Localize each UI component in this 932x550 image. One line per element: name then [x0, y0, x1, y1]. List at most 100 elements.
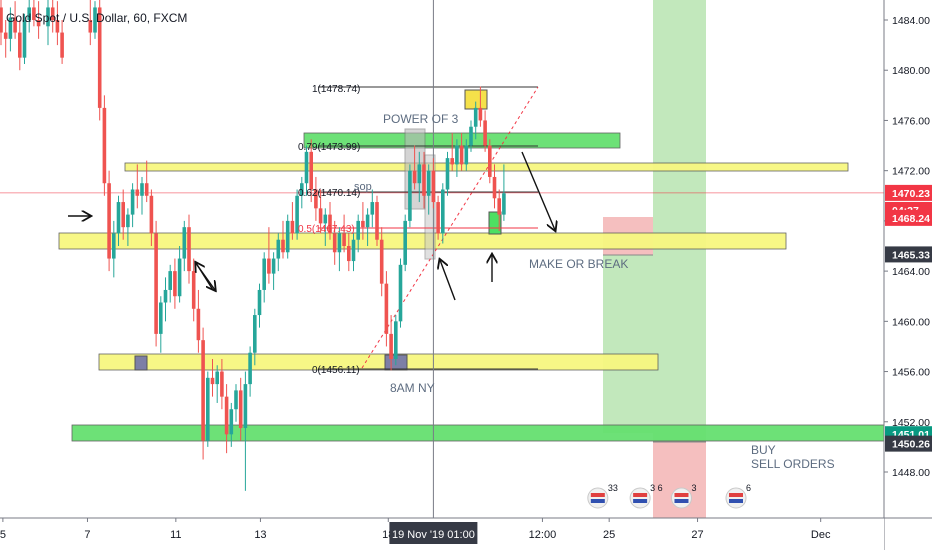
event-count: 33	[608, 483, 618, 493]
crosshair-time-label: 19 Nov '19 01:00	[392, 529, 475, 541]
candle-body	[426, 170, 431, 196]
candle-body	[365, 214, 370, 228]
candle-body	[445, 158, 450, 190]
candle-body	[488, 145, 492, 177]
economic-event-icon: 6	[725, 483, 751, 509]
candle-body	[121, 202, 125, 228]
fib-0-label: 0(1456.11)	[312, 365, 360, 376]
time-tick-label: 12:00	[529, 529, 557, 541]
buy-label: BUY	[751, 443, 776, 457]
time-tick-label: 5	[0, 529, 6, 541]
candle-body	[412, 170, 417, 184]
price-axis-background	[884, 0, 932, 550]
power-of-3-label: POWER OF 3	[383, 112, 459, 126]
price-label-text: 1468.24	[892, 213, 930, 225]
flag-icon	[587, 487, 609, 509]
candle-body	[126, 214, 130, 228]
symbol-title: Gold Spot / U.S. Dollar, 60, FXCM	[6, 11, 187, 25]
price-label-badge	[885, 209, 932, 226]
price-label-text: 1470.23	[892, 188, 930, 200]
candle-body	[323, 214, 328, 224]
candle-body	[159, 302, 163, 334]
candle-body	[215, 371, 219, 385]
candle-body	[384, 283, 389, 334]
candle-body	[168, 271, 172, 290]
candle-body	[318, 208, 323, 224]
candle-body	[328, 214, 332, 234]
candle-body	[196, 308, 201, 341]
buy-sell-orders-zone	[71, 424, 932, 442]
time-tick-label: 13	[254, 529, 266, 541]
candle-body	[497, 198, 501, 215]
candle-body	[229, 409, 234, 435]
candle-body	[431, 170, 436, 203]
candle-body	[267, 258, 271, 274]
flag-stripe	[633, 493, 648, 497]
candle-body	[314, 189, 318, 209]
candle-body	[3, 32, 8, 39]
candle-body	[144, 183, 149, 196]
candle-body	[149, 195, 154, 234]
candle-body	[0, 7, 3, 33]
arrow-up-1	[440, 260, 456, 301]
candle-body	[417, 164, 422, 184]
candle-body	[379, 239, 384, 284]
price-label-text: 1465.33	[892, 249, 930, 261]
candle-body	[187, 227, 191, 272]
candle-body	[370, 202, 375, 215]
profit-zone-left	[603, 255, 653, 433]
price-tick-label: 1472.00	[892, 166, 930, 178]
resistance-zone	[124, 162, 849, 172]
fib-1-label: 1(1478.74)	[312, 84, 360, 95]
candle-body	[173, 271, 177, 297]
price-label-badge	[885, 246, 932, 263]
make-or-break-label: MAKE OR BREAK	[529, 257, 628, 271]
flag-icon	[725, 487, 747, 509]
price-label-badge	[885, 435, 932, 452]
candle-body	[18, 32, 22, 58]
candle-body	[276, 239, 281, 259]
candle-body	[27, 7, 31, 20]
time-tick-label: 11	[170, 529, 181, 541]
candle-body	[361, 220, 365, 228]
candle-body	[182, 227, 187, 259]
time-tick-label: 25	[603, 529, 615, 541]
origin-box	[134, 355, 148, 371]
arrow-down-right-2	[521, 151, 555, 230]
flag-icon	[629, 487, 651, 509]
candle-body	[154, 233, 158, 334]
candle-body	[450, 158, 454, 165]
price-label-badge	[885, 184, 932, 201]
candle-body	[253, 315, 257, 353]
flag-stripe-blue	[590, 499, 605, 503]
candle-body	[422, 164, 426, 196]
crosshair-time-badge	[389, 522, 478, 544]
economic-event-icon: 3 6	[629, 483, 663, 509]
price-tick-label: 1448.00	[892, 467, 930, 479]
time-tick-label: 7	[84, 529, 90, 541]
candle-body	[97, 7, 102, 108]
candle-body	[60, 32, 64, 58]
candle-body	[262, 258, 266, 290]
fib-062-label: 0.62(1470.14)	[298, 188, 360, 199]
candle-body	[464, 145, 469, 165]
candle-body	[210, 377, 215, 385]
candle-body	[234, 390, 238, 410]
candle-body	[389, 333, 393, 359]
candle-body	[332, 233, 337, 253]
candle-body	[130, 189, 135, 215]
flag-stripe-blue	[729, 499, 743, 503]
candle-body	[201, 340, 205, 441]
economic-event-icon: 3	[670, 483, 696, 509]
flag-stripe	[590, 493, 605, 497]
candle-body	[337, 233, 342, 253]
candle-body	[257, 289, 262, 316]
candle-body	[220, 371, 224, 397]
candle-body	[177, 258, 182, 297]
candle-body	[281, 239, 285, 253]
candle-body	[224, 396, 229, 435]
candle-body	[13, 17, 17, 33]
candle-body	[492, 176, 497, 199]
